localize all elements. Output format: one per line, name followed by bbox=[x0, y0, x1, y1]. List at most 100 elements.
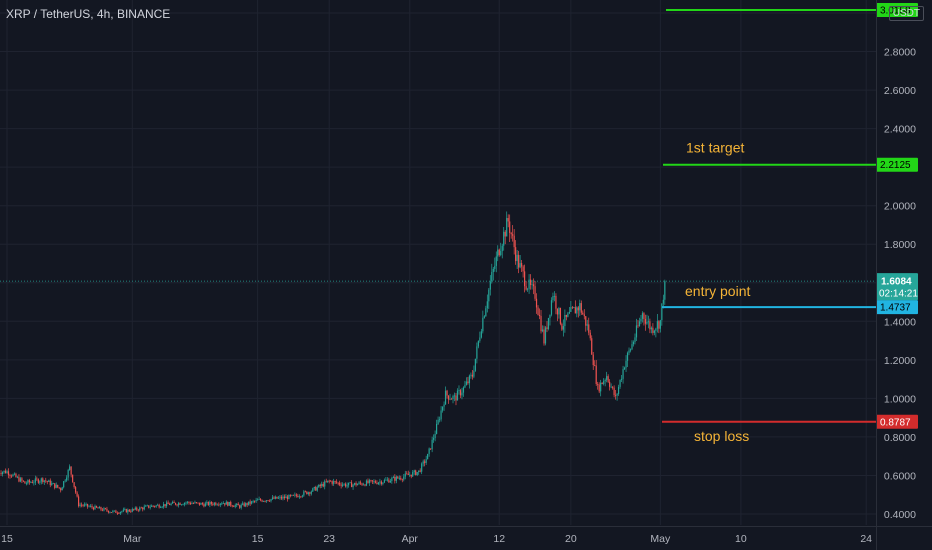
candle-body bbox=[215, 502, 217, 505]
candle-body bbox=[340, 484, 342, 486]
candle-body bbox=[638, 321, 641, 326]
candle-body bbox=[462, 387, 465, 393]
candle-body bbox=[343, 483, 345, 485]
candle-body bbox=[155, 505, 157, 507]
candle-body bbox=[404, 473, 406, 477]
candle-body bbox=[631, 344, 633, 350]
candle-body bbox=[45, 480, 47, 482]
candle-body bbox=[564, 314, 566, 327]
candle-body bbox=[240, 504, 242, 508]
candle-body bbox=[400, 478, 402, 480]
candle-body bbox=[116, 512, 118, 514]
candle-body bbox=[201, 503, 204, 505]
candle-body bbox=[434, 433, 436, 439]
candle-body bbox=[398, 478, 400, 479]
candle-body bbox=[1, 472, 4, 475]
candle-body bbox=[179, 503, 181, 505]
price-axis[interactable]: 32.80002.60002.40002.20002.00001.80001.6… bbox=[876, 2, 918, 521]
candle-body bbox=[476, 346, 478, 359]
candle-body bbox=[248, 501, 250, 505]
candle-body bbox=[537, 307, 539, 315]
candle-body bbox=[283, 496, 286, 499]
candle-body bbox=[582, 312, 584, 315]
candle-body bbox=[333, 481, 335, 484]
candle-body bbox=[146, 505, 148, 507]
candle-body bbox=[322, 483, 324, 487]
candle-body bbox=[82, 505, 84, 506]
candle-body bbox=[91, 505, 93, 508]
candle-body bbox=[94, 505, 96, 510]
candle-body bbox=[661, 303, 663, 321]
candle-body bbox=[259, 499, 262, 501]
currency-badge[interactable]: USDT bbox=[888, 6, 924, 21]
candle-body bbox=[301, 495, 303, 497]
candle-body bbox=[555, 295, 557, 309]
candle-body bbox=[142, 507, 144, 510]
candle-body bbox=[210, 502, 212, 504]
candle-body bbox=[367, 480, 369, 483]
candle-body bbox=[307, 492, 309, 495]
candle-body bbox=[261, 500, 263, 502]
candle-body bbox=[452, 396, 454, 400]
candle-body bbox=[386, 479, 388, 481]
candle-body bbox=[592, 354, 594, 366]
candle-body bbox=[124, 509, 126, 511]
candle-body bbox=[515, 247, 517, 262]
candle-body bbox=[485, 308, 487, 317]
candle-body bbox=[334, 481, 336, 482]
candle-body bbox=[315, 486, 317, 491]
candle-body bbox=[373, 481, 375, 483]
level-label: entry point bbox=[685, 283, 750, 299]
y-tick-label: 2.0000 bbox=[884, 201, 916, 213]
candle-body bbox=[106, 508, 108, 511]
candle-body bbox=[613, 387, 615, 396]
candle-body bbox=[46, 481, 48, 482]
candle-body bbox=[246, 503, 248, 505]
candle-body bbox=[64, 480, 66, 482]
candle-body bbox=[268, 500, 271, 502]
candle-body bbox=[310, 491, 312, 494]
candle-body bbox=[136, 507, 138, 510]
candle-body bbox=[430, 448, 432, 450]
candle-body bbox=[518, 254, 520, 268]
candle-body bbox=[349, 482, 351, 484]
candle-body bbox=[15, 473, 17, 478]
candle-body bbox=[276, 496, 278, 499]
candle-body bbox=[185, 502, 187, 504]
candle-body bbox=[356, 484, 359, 486]
candle-body bbox=[51, 483, 53, 486]
candle-body bbox=[637, 325, 639, 327]
candle-body bbox=[194, 502, 196, 504]
candle-body bbox=[376, 482, 378, 484]
candle-body bbox=[506, 218, 508, 237]
candle-body bbox=[388, 479, 390, 483]
candle-body bbox=[97, 507, 99, 509]
candle-body bbox=[67, 469, 69, 478]
candle-body bbox=[254, 501, 256, 502]
last-price-tag bbox=[876, 273, 918, 301]
candle-body bbox=[433, 438, 435, 440]
candle-body bbox=[85, 503, 87, 505]
candle-body bbox=[249, 501, 251, 504]
candle-body bbox=[225, 501, 227, 505]
candle-body bbox=[538, 314, 541, 317]
candle-body bbox=[113, 510, 115, 512]
candle-body bbox=[397, 476, 399, 479]
candle-body bbox=[664, 281, 666, 300]
candle-body bbox=[298, 496, 300, 498]
candle-body bbox=[604, 379, 606, 382]
candle-body bbox=[522, 266, 524, 272]
candle-body bbox=[549, 314, 551, 318]
candle-body bbox=[213, 502, 215, 505]
candle-body bbox=[28, 480, 30, 483]
candle-body bbox=[419, 470, 421, 472]
candle-body bbox=[103, 508, 105, 511]
y-tick-label: 1.8000 bbox=[884, 239, 916, 251]
candle-body bbox=[118, 513, 120, 514]
candle-body bbox=[425, 459, 427, 463]
candle-body bbox=[617, 386, 620, 394]
candle-body bbox=[591, 338, 593, 355]
